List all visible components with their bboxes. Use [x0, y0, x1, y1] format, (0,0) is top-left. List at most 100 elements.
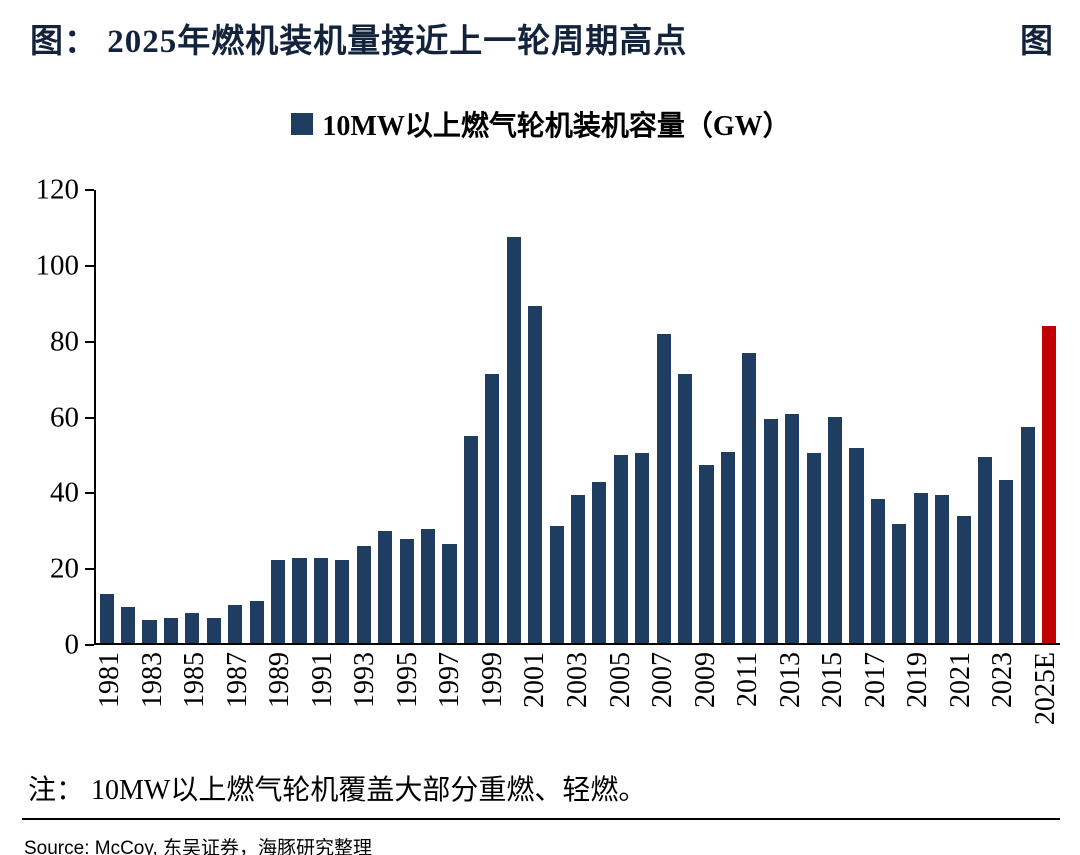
bar-slot [931, 190, 952, 643]
bar-slot [696, 190, 717, 643]
bar-1998 [463, 436, 478, 643]
bar-2025E [1042, 326, 1057, 643]
x-tick-label: 1993 [349, 652, 381, 708]
bar-slot [910, 190, 931, 643]
source-line: Source: McCoy, 东吴证券，海豚研究整理 [24, 838, 373, 855]
bar-2018 [892, 523, 907, 643]
bar-slot [460, 190, 481, 643]
bar-slot [717, 190, 738, 643]
bar-slot [824, 190, 845, 643]
y-tick-label: 60 [50, 401, 79, 433]
x-tick-label: 1999 [476, 652, 508, 708]
x-slot: 1997 [434, 652, 466, 762]
bar-slot [653, 190, 674, 643]
bar-2005 [613, 455, 628, 643]
bar-2007 [656, 334, 671, 643]
y-tick-mark [85, 340, 94, 343]
bar-2022 [977, 457, 993, 643]
bar-slot [524, 190, 545, 643]
x-tick-label: 1997 [434, 652, 466, 708]
bar-2013 [785, 413, 800, 643]
x-slot: 2017 [860, 652, 891, 762]
x-slot: 2003 [562, 652, 593, 762]
x-tick-label: 2007 [647, 652, 679, 708]
bar-slot [567, 190, 588, 643]
x-slot: 2025E [1030, 652, 1061, 762]
bar-slot [889, 190, 910, 643]
bar-slot [674, 190, 695, 643]
bar-slot [996, 190, 1017, 643]
bar-slot [96, 190, 117, 643]
bar-slot [203, 190, 224, 643]
bar-slot [396, 190, 417, 643]
plot-wrap: 1981 1983 1985 1987 1989 1991 1993 1995 1997 1999… [94, 190, 1061, 762]
bar-chart: 0 20 40 60 80 100 120 1981 1983 1985 1987 1989 1991… [22, 175, 1062, 762]
bar-1983 [142, 620, 157, 643]
x-slot: 1993 [349, 652, 381, 762]
divider-line [22, 818, 1060, 820]
figure-header: 图： 2025年燃机装机量接近上一轮周期高点 图 [22, 14, 1060, 62]
x-tick-label: 1983 [136, 652, 168, 708]
x-slot: 2009 [689, 652, 721, 762]
x-slot: 1983 [136, 652, 168, 762]
bar-slot [353, 190, 374, 643]
bar-slot [760, 190, 781, 643]
bar-1994 [378, 531, 393, 643]
plot-area [94, 190, 1060, 645]
x-tick-label: 2011 [732, 652, 764, 707]
bar-2015 [827, 417, 843, 643]
legend-label: 10MW以上燃气轮机装机容量（GW） [322, 111, 791, 142]
bar-1986 [206, 618, 221, 643]
bar-slot [246, 190, 267, 643]
bar-1991 [313, 557, 328, 643]
x-slot: 1989 [264, 652, 295, 762]
bar-2016 [849, 447, 864, 643]
bar-2003 [570, 495, 586, 643]
bar-1981 [99, 593, 114, 643]
x-slot: 2011 [732, 652, 764, 762]
bar-slot [782, 190, 803, 643]
bar-slot [160, 190, 181, 643]
bar-1988 [249, 601, 264, 643]
bar-1982 [121, 607, 136, 643]
bar-slot [1039, 190, 1060, 643]
bar-slot [267, 190, 288, 643]
bar-slot [503, 190, 524, 643]
x-slot: 2019 [902, 652, 934, 762]
bar-2019 [913, 493, 928, 643]
bar-1992 [335, 559, 350, 643]
y-tick-mark [85, 644, 94, 646]
bar-slot [953, 190, 974, 643]
bar-slot [289, 190, 310, 643]
x-tick-label: 2019 [902, 652, 934, 708]
x-slot: 2013 [775, 652, 806, 762]
bar-slot [589, 190, 610, 643]
bar-slot [974, 190, 995, 643]
bar-slot [225, 190, 246, 643]
legend-swatch-icon [291, 113, 314, 135]
bar-slot [310, 190, 331, 643]
bar-2010 [720, 451, 735, 643]
bar-1993 [356, 546, 371, 643]
bar-1985 [185, 612, 200, 643]
bar-2009 [699, 464, 714, 643]
bar-1984 [163, 618, 179, 643]
y-tick-mark [85, 264, 94, 267]
bar-2014 [806, 453, 821, 643]
footnote: 注： 10MW以上燃气轮机覆盖大部分重燃、轻燃。 [28, 775, 647, 806]
x-slot: 1981 [94, 652, 125, 762]
chart-title: 图： 2025年燃机装机量接近上一轮周期高点 [30, 24, 688, 60]
y-tick-label: 100 [35, 249, 80, 282]
x-slot: 2005 [604, 652, 636, 762]
x-tick-label: 2005 [604, 652, 636, 708]
bar-slot [803, 190, 824, 643]
x-tick-label: 1991 [306, 652, 338, 708]
x-slot: 1999 [476, 652, 508, 762]
x-slot: 2007 [647, 652, 679, 762]
bar-slot [439, 190, 460, 643]
bar-1999 [485, 373, 500, 643]
bar-2002 [549, 525, 564, 643]
y-tick-mark [85, 189, 94, 191]
x-slot: 1995 [392, 652, 423, 762]
x-tick-label: 2009 [689, 652, 721, 708]
